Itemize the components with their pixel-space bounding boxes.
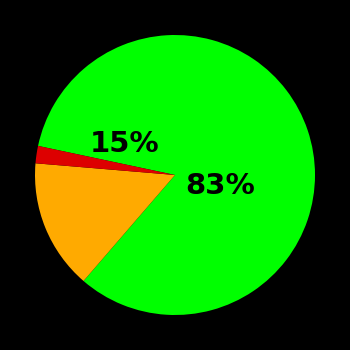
Wedge shape — [35, 163, 175, 281]
Wedge shape — [38, 35, 315, 315]
Text: 15%: 15% — [90, 130, 159, 158]
Text: 83%: 83% — [185, 172, 255, 200]
Wedge shape — [35, 146, 175, 175]
